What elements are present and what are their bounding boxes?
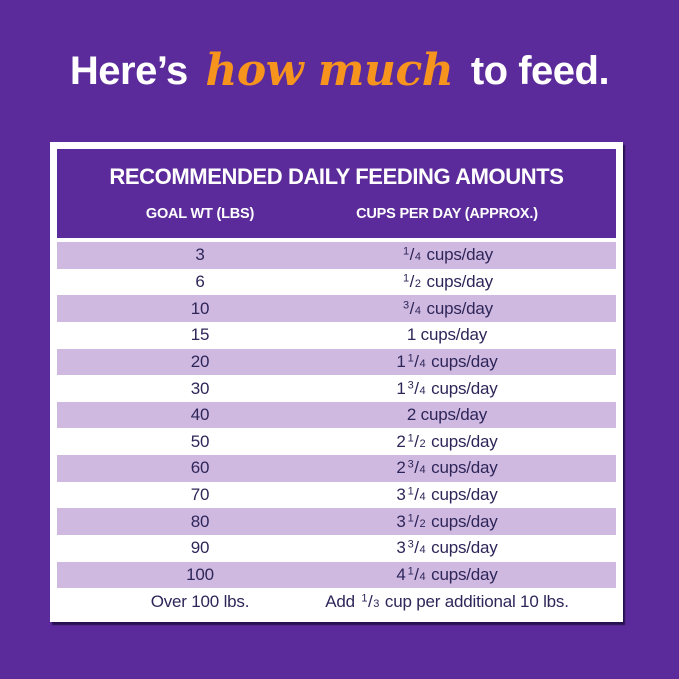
feeding-table-card: RECOMMENDED DAILY FEEDING AMOUNTS GOAL W…: [50, 142, 623, 622]
cups-per-day-cell: 3 1/2 cups/day: [396, 511, 498, 531]
page-title: Here’s how much to feed.: [0, 44, 679, 97]
fraction: 1/4: [407, 351, 426, 371]
cups-per-day-cell: 1/2 cups/day: [403, 271, 493, 291]
table-row: 70 3 1/4 cups/day: [57, 481, 616, 509]
table-row: Over 100 lbs. Add 1/3 cup per additional …: [57, 588, 616, 615]
goal-weight-cell: 15: [190, 325, 210, 345]
goal-weight-cell: 60: [190, 458, 210, 478]
cups-per-day-cell: 3/4 cups/day: [403, 298, 493, 318]
column-header-cups-per-day: CUPS PER DAY (APPROX.): [356, 206, 538, 222]
cups-per-day-cell: 4 1/4 cups/day: [396, 565, 498, 584]
table-body: 3 1/4 cups/day 6 1/2 cups/day 10 3/4 cups/day…: [57, 242, 616, 615]
fraction: 1/3: [361, 591, 380, 611]
table-row: 6 1/2 cups/day: [57, 268, 616, 296]
cups-per-day-cell: 1/4 cups/day: [403, 245, 493, 265]
table-row: 15 1 cups/day: [57, 321, 616, 349]
fraction: 1/2: [403, 271, 421, 291]
cups-per-day-cell: 1 1/4 cups/day: [396, 351, 498, 371]
table-row: 3 1/4 cups/day: [57, 242, 616, 269]
cups-per-day-cell: 2 3/4 cups/day: [396, 458, 498, 478]
fraction: 1/4: [407, 565, 426, 584]
fraction: 1/4: [407, 485, 426, 505]
goal-weight-cell: 50: [190, 431, 210, 451]
heading-part2: to feed.: [470, 49, 610, 93]
heading-part1: Here’s: [69, 49, 188, 93]
cups-per-day-cell: 3 1/4 cups/day: [396, 485, 498, 505]
fraction: 1/2: [407, 431, 426, 451]
goal-weight-cell: 3: [195, 245, 205, 265]
goal-weight-cell: 100: [186, 565, 214, 584]
table-row: 90 3 3/4 cups/day: [57, 535, 616, 562]
goal-weight-cell: Over 100 lbs.: [150, 591, 250, 611]
table-row: 100 4 1/4 cups/day: [57, 561, 616, 589]
goal-weight-cell: 6: [195, 271, 205, 291]
goal-weight-cell: 90: [190, 538, 210, 558]
cups-per-day-cell: 2 1/2 cups/day: [396, 431, 498, 451]
table-row: 60 2 3/4 cups/day: [57, 455, 616, 482]
cups-per-day-cell: Add 1/3 cup per additional 10 lbs.: [325, 591, 569, 611]
table-row: 10 3/4 cups/day: [57, 295, 616, 322]
table-header: RECOMMENDED DAILY FEEDING AMOUNTS GOAL W…: [57, 149, 616, 238]
column-header-row: GOAL WT (LBS) CUPS PER DAY (APPROX.): [57, 204, 616, 224]
cups-per-day-cell: 3 3/4 cups/day: [396, 538, 498, 558]
heading-highlight: how much: [205, 45, 454, 96]
table-row: 40 2 cups/day: [57, 401, 616, 429]
goal-weight-cell: 80: [190, 511, 210, 531]
goal-weight-cell: 10: [190, 298, 210, 318]
table-row: 30 1 3/4 cups/day: [57, 375, 616, 402]
cups-per-day-cell: 2 cups/day: [406, 405, 488, 425]
column-header-goal-wt: GOAL WT (LBS): [145, 206, 255, 222]
goal-weight-cell: 20: [190, 351, 210, 371]
goal-weight-cell: 30: [190, 378, 210, 398]
fraction: 1/4: [403, 245, 421, 265]
fraction: 1/2: [407, 511, 426, 531]
goal-weight-cell: 70: [190, 485, 210, 505]
table-row: 50 2 1/2 cups/day: [57, 428, 616, 456]
fraction: 3/4: [403, 298, 421, 318]
cups-per-day-cell: 1 3/4 cups/day: [396, 378, 498, 398]
fraction: 3/4: [407, 458, 426, 478]
goal-weight-cell: 40: [190, 405, 210, 425]
table-row: 80 3 1/2 cups/day: [57, 508, 616, 536]
fraction: 3/4: [407, 378, 426, 398]
fraction: 3/4: [407, 538, 426, 558]
table-row: 20 1 1/4 cups/day: [57, 348, 616, 376]
cups-per-day-cell: 1 cups/day: [406, 325, 488, 345]
table-title: RECOMMENDED DAILY FEEDING AMOUNTS: [109, 164, 564, 189]
